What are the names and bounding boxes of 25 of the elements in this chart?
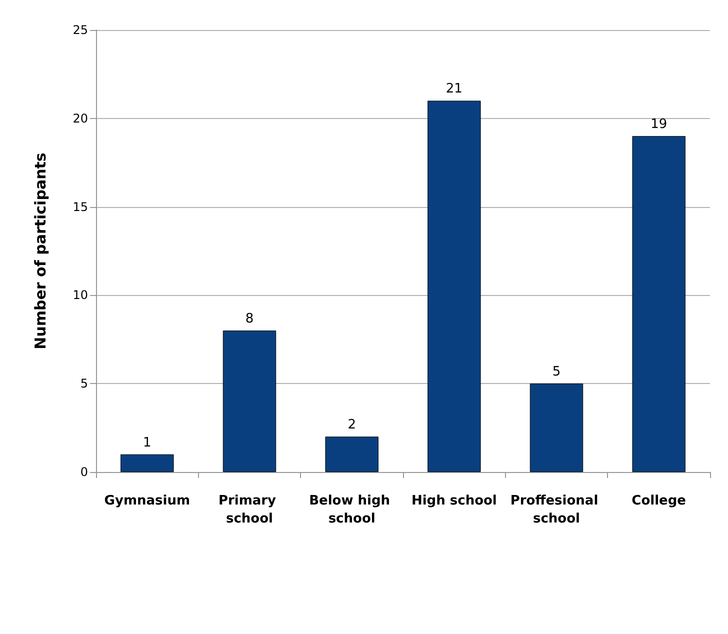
y-tick-label: 25 (72, 23, 88, 37)
y-tick-label: 0 (80, 465, 88, 479)
data-label: 5 (552, 364, 561, 380)
bar (530, 384, 584, 472)
data-label: 19 (650, 117, 668, 132)
bar (222, 330, 276, 472)
y-tick-label: 5 (80, 376, 88, 391)
data-label: 2 (348, 418, 356, 433)
bar (632, 136, 686, 472)
x-tick-label: College (632, 494, 686, 508)
data-label: 1 (143, 435, 152, 450)
y-tick-label: 10 (72, 288, 88, 302)
y-tick-label: 15 (72, 200, 88, 214)
x-tick-label: Primary school (218, 494, 281, 526)
data-label: 8 (245, 312, 254, 327)
x-tick-label: High school (411, 494, 497, 508)
y-axis-title: Number of participants (32, 152, 50, 350)
y-tick-label: 20 (72, 111, 88, 126)
bar (325, 436, 378, 472)
bar (120, 454, 174, 472)
bar (428, 100, 481, 472)
data-label: 21 (446, 82, 462, 97)
x-tick-label: Below high school (309, 494, 395, 526)
x-tick-label: Proffesional school (510, 494, 603, 526)
x-tick-label: Gymnasium (104, 494, 190, 508)
